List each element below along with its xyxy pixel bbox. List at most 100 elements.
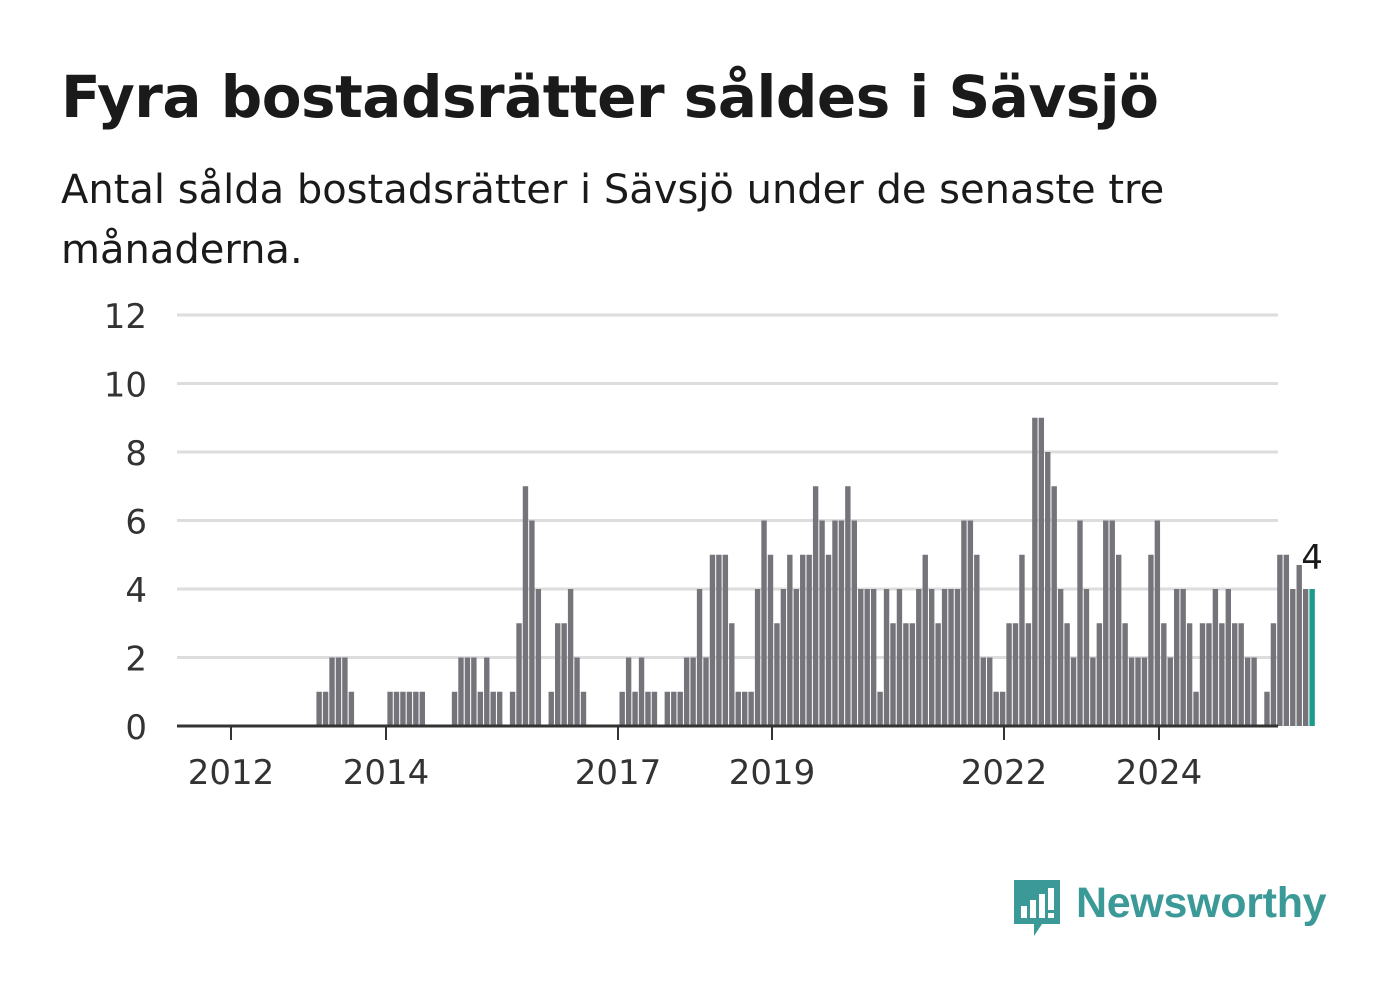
bar <box>916 589 922 726</box>
bar <box>819 520 825 726</box>
chart-subtitle: Antal sålda bostadsrätter i Sävsjö under… <box>61 167 1165 273</box>
x-axis-labels: 2012 2014 2017 2019 2022 2024 <box>188 726 1203 793</box>
bar <box>1290 589 1296 726</box>
highlight-bar <box>1309 589 1315 726</box>
bars <box>316 417 1315 726</box>
bar <box>1180 589 1186 726</box>
bar <box>393 691 400 726</box>
bar <box>1270 623 1277 726</box>
bar <box>1296 565 1302 726</box>
bar <box>722 554 729 726</box>
bar <box>1122 623 1128 726</box>
bar <box>671 691 677 726</box>
bar <box>496 691 503 726</box>
bar <box>922 554 928 726</box>
bar <box>987 657 993 726</box>
bar <box>1109 520 1115 726</box>
bar <box>1038 417 1044 726</box>
bar <box>735 691 741 726</box>
bar <box>742 691 748 726</box>
bar <box>806 554 812 726</box>
bar <box>993 691 999 726</box>
bar <box>1115 554 1122 726</box>
chart-title: Fyra bostadsrätter såldes i Sävsjö <box>61 63 1159 131</box>
y-tick-label: 10 <box>104 366 147 406</box>
bar <box>1212 589 1219 726</box>
bar <box>703 657 709 726</box>
bar <box>400 691 406 726</box>
bar <box>451 691 458 726</box>
bar <box>574 657 580 726</box>
bar <box>464 657 471 726</box>
bar <box>1148 554 1154 726</box>
bar <box>342 657 348 726</box>
bar <box>645 691 651 726</box>
bar <box>825 554 832 726</box>
bar <box>974 554 980 726</box>
bar <box>1186 623 1193 726</box>
bar <box>1096 623 1103 726</box>
bar <box>1232 623 1238 726</box>
bar <box>761 520 767 726</box>
bar <box>1012 623 1019 726</box>
bar <box>632 691 638 726</box>
bar <box>1264 691 1270 726</box>
bar <box>754 589 761 726</box>
bar <box>767 554 774 726</box>
newsworthy-logo-icon <box>1014 880 1060 936</box>
bar <box>999 691 1006 726</box>
bar <box>683 657 690 726</box>
bar <box>883 589 890 726</box>
bar <box>348 691 355 726</box>
bar <box>1070 657 1077 726</box>
bar <box>490 691 496 726</box>
bar <box>941 589 948 726</box>
bar <box>625 657 632 726</box>
bar <box>851 520 858 726</box>
bar <box>1219 623 1225 726</box>
bar <box>787 554 793 726</box>
bar <box>1006 623 1012 726</box>
bar <box>1019 554 1025 726</box>
bar <box>928 589 935 726</box>
bar <box>535 589 542 726</box>
bar <box>406 691 413 726</box>
bar <box>1045 452 1051 726</box>
bar <box>748 691 754 726</box>
bar <box>1032 417 1038 726</box>
bar <box>1057 589 1064 726</box>
y-tick-label: 8 <box>125 434 147 474</box>
bar <box>1025 623 1032 726</box>
bar <box>1167 657 1173 726</box>
x-tick-label: 2014 <box>343 753 430 793</box>
bar <box>322 691 329 726</box>
bar <box>555 623 561 726</box>
x-tick-label: 2022 <box>961 753 1048 793</box>
bar <box>522 486 529 726</box>
bar <box>800 554 806 726</box>
bar <box>387 691 393 726</box>
bar <box>716 554 722 726</box>
bar <box>858 589 864 726</box>
bar <box>458 657 464 726</box>
bar <box>1141 657 1148 726</box>
x-tick-label: 2024 <box>1116 753 1203 793</box>
bar <box>335 657 342 726</box>
bar <box>548 691 554 726</box>
bar <box>413 691 419 726</box>
bar <box>690 657 696 726</box>
bar <box>1135 657 1141 726</box>
bar <box>1302 589 1309 726</box>
data-labels: 4 <box>1301 538 1323 578</box>
bar <box>567 589 574 726</box>
newsworthy-logo: Newsworthy <box>1012 878 1327 938</box>
bar <box>1283 554 1290 726</box>
bar <box>896 589 903 726</box>
bar <box>948 589 954 726</box>
bar <box>484 657 490 726</box>
y-axis-labels: 0 2 4 6 8 10 12 <box>104 297 147 748</box>
bar <box>1161 623 1167 726</box>
bar <box>709 554 716 726</box>
bar <box>903 623 909 726</box>
bar <box>638 657 645 726</box>
